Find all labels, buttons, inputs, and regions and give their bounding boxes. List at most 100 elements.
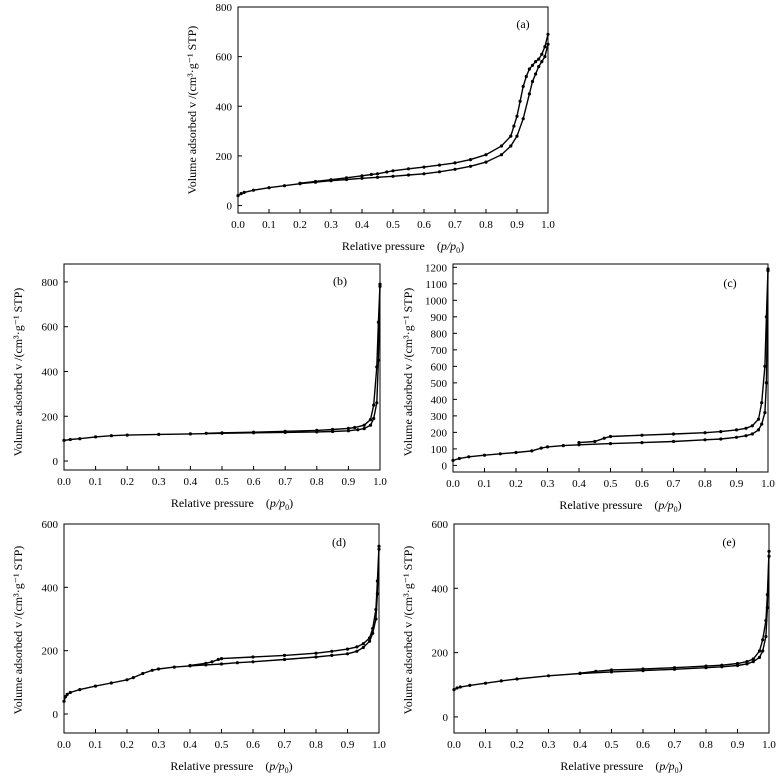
y-axis-label: Volume adsorbed v /(cm³·g⁻¹ STP) [401,288,415,457]
y-tick-label: 900 [431,312,448,324]
x-tick-label: 0.5 [215,739,229,751]
data-point [362,423,366,427]
data-point [125,433,129,437]
data-point [764,315,769,319]
y-tick-label: 500 [431,378,448,390]
x-tick-label: 0.5 [215,476,229,488]
y-tick-label: 1200 [425,262,448,274]
x-tick-label: 0.4 [355,219,369,231]
data-point [509,134,513,138]
data-point [577,441,581,445]
data-point [703,431,707,435]
data-point [251,655,255,659]
x-tick-label: 0.3 [541,478,555,490]
x-tick-label: 1.0 [541,219,555,231]
data-point [484,153,488,157]
data-point [346,429,350,433]
panel-label: (b) [333,274,347,288]
y-tick-label: 800 [216,2,233,14]
data-point [720,663,724,667]
y-axis-label: Volume adsorbed v /(cm³·g⁻¹ STP) [11,288,25,457]
data-point [499,153,504,157]
y-tick-label: 100 [431,444,448,456]
data-point [751,660,755,664]
data-point [355,649,359,653]
data-point [356,428,360,432]
data-point [756,428,761,432]
data-point [452,688,456,692]
data-point [355,645,359,649]
adsorption-branch [453,556,770,691]
data-point [530,449,534,453]
adsorption-branch [237,44,549,197]
data-point [345,652,350,656]
data-point [172,665,176,669]
data-point [368,423,373,427]
x-axis-label: Relative pressure (p/p0) [559,498,681,514]
y-tick-label: 600 [42,322,59,334]
data-point [608,442,613,446]
data-point [530,63,535,67]
data-point [94,435,98,439]
data-point [360,174,364,178]
x-tick-label: 1.0 [761,478,775,490]
data-point [537,57,541,61]
y-tick-label: 600 [431,361,448,373]
panel-d: 0.0 0.1 0.2 0.3 0.4 0.5 0.6 0.7 0.8 0.9 1.0 0 200 400… [11,519,386,775]
desorption-branch [299,34,549,184]
x-tick-label: 0.3 [152,476,166,488]
data-point [761,638,765,642]
panel-label: (e) [722,535,735,549]
x-tick-label: 1.0 [762,739,776,751]
data-point [530,79,535,84]
x-tick-label: 0.9 [510,219,524,231]
data-point [329,178,333,182]
panel-label: (c) [723,276,736,290]
data-point [65,692,69,697]
x-tick-label: 0.7 [278,476,292,488]
data-point [313,179,318,184]
data-point [131,676,135,680]
desorption-branch [579,551,770,674]
data-point [498,452,502,456]
data-point [482,453,487,457]
data-point [757,649,762,653]
x-tick-label: 0.2 [293,219,307,231]
data-point [391,169,395,173]
data-point [750,424,754,428]
data-point [534,60,538,64]
data-point [521,84,525,88]
data-point [515,134,519,138]
data-point [561,444,565,448]
x-axis-label: Relative pressure (p/p0) [342,239,464,255]
data-point [539,446,543,450]
data-point [220,431,224,435]
y-tick-label: 1100 [425,279,447,291]
data-point [760,422,764,426]
x-tick-label: 0.9 [342,476,356,488]
data-point [468,158,473,162]
data-point [527,92,532,96]
data-point [483,681,488,685]
data-point [314,655,318,659]
y-tick-label: 400 [216,101,233,113]
data-point [283,429,287,433]
data-point [210,660,214,664]
data-point [546,674,551,678]
data-point [219,662,224,666]
data-point [157,432,161,436]
data-point [406,173,411,177]
data-point [527,67,532,71]
x-tick-label: 0.7 [448,219,462,231]
data-point [267,186,271,190]
data-point [455,686,459,690]
y-tick-label: 0 [53,709,59,721]
data-point [515,114,519,118]
y-tick-label: 600 [432,519,449,531]
y-axis-label: Volume adsorbed v /(cm³·g⁻¹ STP) [11,546,25,715]
data-point [204,661,208,665]
x-tick-label: 0.9 [730,478,744,490]
y-tick-label: 200 [42,411,59,423]
data-point [422,172,426,176]
data-point [760,401,764,405]
